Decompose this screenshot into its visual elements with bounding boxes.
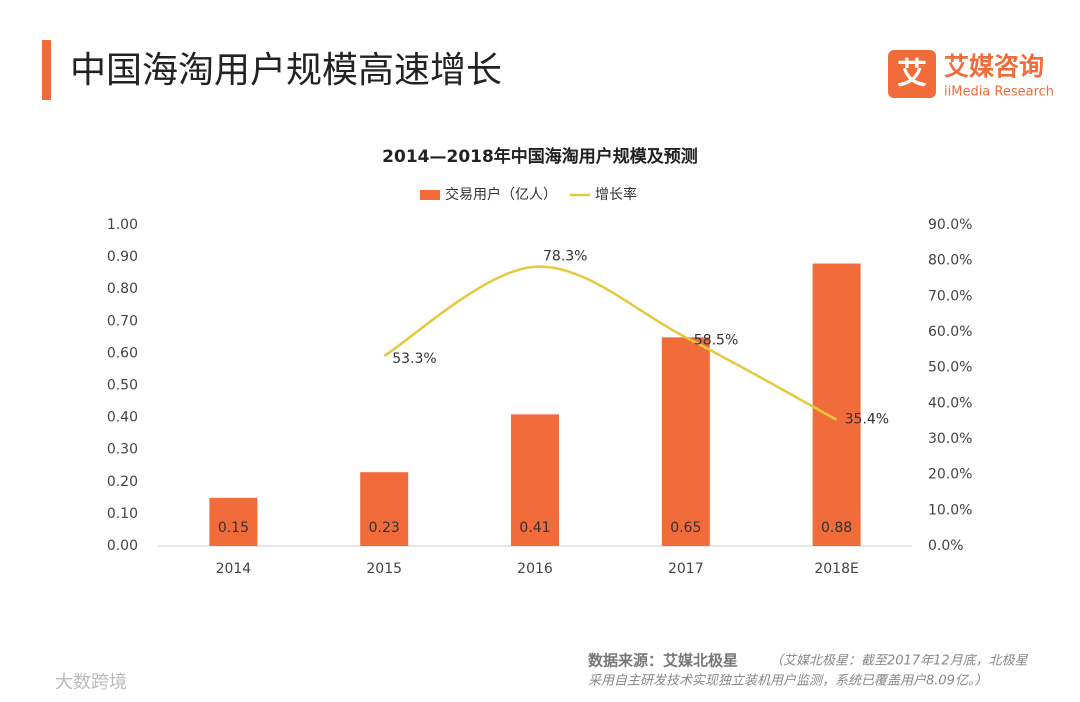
x-tick-label: 2017	[668, 561, 704, 577]
y2-tick-label: 80.0%	[928, 253, 972, 269]
bar	[209, 497, 258, 546]
y2-tick-label: 0.0%	[928, 538, 964, 554]
y2-tick-label: 20.0%	[928, 467, 972, 483]
logo-sub: iiMedia Research	[944, 85, 1054, 100]
y2-tick-label: 50.0%	[928, 360, 972, 376]
y2-tick-label: 40.0%	[928, 395, 972, 411]
bar	[360, 472, 409, 546]
line-value-label: 53.3%	[392, 351, 436, 367]
source-label: 数据来源：艾媒北极星	[588, 652, 738, 670]
x-tick-label: 2016	[517, 561, 553, 577]
bar-value-label: 0.15	[218, 520, 249, 536]
x-tick-label: 2014	[216, 561, 252, 577]
y2-tick-label: 60.0%	[928, 324, 972, 340]
bar-value-label: 0.88	[821, 520, 852, 536]
bar	[812, 263, 861, 546]
y-tick-label: 0.20	[107, 474, 138, 490]
line-value-label: 78.3%	[543, 249, 587, 265]
line-value-label: 58.5%	[694, 332, 738, 348]
legend-label: 增长率	[595, 186, 637, 203]
y-tick-label: 0.60	[107, 345, 138, 361]
y-tick-label: 0.80	[107, 281, 138, 297]
logo-text: 艾媒咨询	[944, 52, 1044, 81]
y2-tick-label: 10.0%	[928, 502, 972, 518]
y-tick-label: 0.30	[107, 442, 138, 458]
line	[383, 265, 838, 421]
source-note: 采用自主研发技术实现独立装机用户监测，系统已覆盖用户8.09亿。）	[588, 673, 987, 689]
y-tick-label: 0.40	[107, 410, 138, 426]
y-tick-label: 0.10	[107, 506, 138, 522]
legend-swatch	[420, 190, 440, 200]
bar-value-label: 0.41	[519, 520, 550, 536]
title-accent	[42, 40, 51, 100]
watermark: 大数跨境	[55, 672, 127, 693]
legend-label: 交易用户（亿人）	[445, 186, 557, 203]
y2-tick-label: 90.0%	[928, 217, 972, 233]
y2-tick-label: 30.0%	[928, 431, 972, 447]
line-value-label: 35.4%	[845, 412, 889, 428]
y-tick-label: 0.70	[107, 313, 138, 329]
logo-icon-text: 艾	[897, 57, 927, 92]
bar-value-label: 0.23	[369, 520, 400, 536]
logo-icon	[888, 50, 936, 98]
bar	[511, 414, 559, 546]
page-title: 中国海淘用户规模高速增长	[70, 50, 502, 91]
source-note: （艾媒北极星：截至2017年12月底，北极星	[770, 653, 1029, 669]
y-tick-label: 0.90	[107, 249, 138, 265]
chart-title: 2014—2018年中国海淘用户规模及预测	[382, 146, 698, 167]
y-tick-label: 1.00	[107, 217, 138, 233]
bar-value-label: 0.65	[670, 520, 701, 536]
x-tick-label: 2015	[366, 561, 402, 577]
y-tick-label: 0.50	[107, 378, 138, 394]
y2-tick-label: 70.0%	[928, 288, 972, 304]
y-tick-label: 0.00	[107, 538, 138, 554]
x-tick-label: 2018E	[814, 561, 858, 577]
bar	[661, 337, 710, 546]
